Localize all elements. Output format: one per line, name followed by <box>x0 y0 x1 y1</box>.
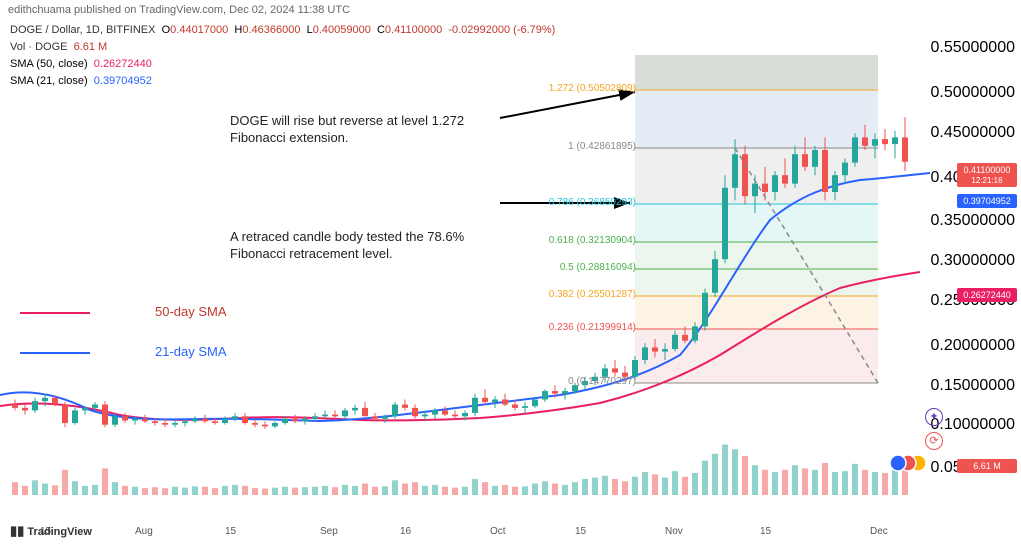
x-axis-label: Dec <box>870 526 888 537</box>
x-axis-label: 16 <box>400 526 411 537</box>
indicator-icon[interactable]: ✦ <box>925 408 943 426</box>
x-axis-label: Sep <box>320 526 338 537</box>
x-axis-label: 15 <box>575 526 586 537</box>
price-badge: 6.61 M <box>957 459 1017 473</box>
y-axis-label: 0.10000000 <box>930 416 1015 434</box>
tradingview-watermark: ▮▮ TradingView <box>10 523 92 539</box>
legend-sma50-text: 50-day SMA <box>155 304 227 319</box>
x-axis-label: 15 <box>225 526 236 537</box>
fib-level-label: 0.786 (0.36850293) <box>549 197 636 208</box>
fib-level-label: 1 (0.42861895) <box>568 141 636 152</box>
price-badge: 0.39704952 <box>957 194 1017 208</box>
fib-level-label: 0.382 (0.25501287) <box>549 289 636 300</box>
legend-sma21-line <box>20 352 90 354</box>
price-badge: 0.26272440 <box>957 288 1017 302</box>
y-axis-label: 0.55000000 <box>930 39 1015 57</box>
fib-level-label: 1.272 (0.50502809) <box>549 83 636 94</box>
y-axis-label: 0.20000000 <box>930 337 1015 355</box>
legend-sma21-text: 21-day SMA <box>155 344 227 359</box>
y-axis-label: 0.35000000 <box>930 212 1015 230</box>
y-axis-label: 0.30000000 <box>930 252 1015 270</box>
refresh-icon[interactable]: ⟳ <box>925 432 943 450</box>
annotation-1: DOGE will rise but reverse at level 1.27… <box>230 112 464 146</box>
fib-level-label: 0.5 (0.28816094) <box>560 262 636 273</box>
y-axis-label: 0.50000000 <box>930 84 1015 102</box>
fib-level-label: 0 (0.14770297) <box>568 376 636 387</box>
price-chart[interactable] <box>0 0 1021 545</box>
x-axis-label: Aug <box>135 526 153 537</box>
x-axis-label: 15 <box>760 526 771 537</box>
y-axis-label: 0.45000000 <box>930 124 1015 142</box>
fib-level-label: 0.618 (0.32130904) <box>549 235 636 246</box>
price-badge: 0.4110000012:21:16 <box>957 163 1017 187</box>
legend-sma50-line <box>20 312 90 314</box>
annotation-2: A retraced candle body tested the 78.6% … <box>230 228 464 262</box>
fib-level-label: 0.236 (0.21399914) <box>549 322 636 333</box>
x-axis-label: Nov <box>665 526 683 537</box>
y-axis-label: 0.15000000 <box>930 377 1015 395</box>
x-axis-label: Oct <box>490 526 506 537</box>
